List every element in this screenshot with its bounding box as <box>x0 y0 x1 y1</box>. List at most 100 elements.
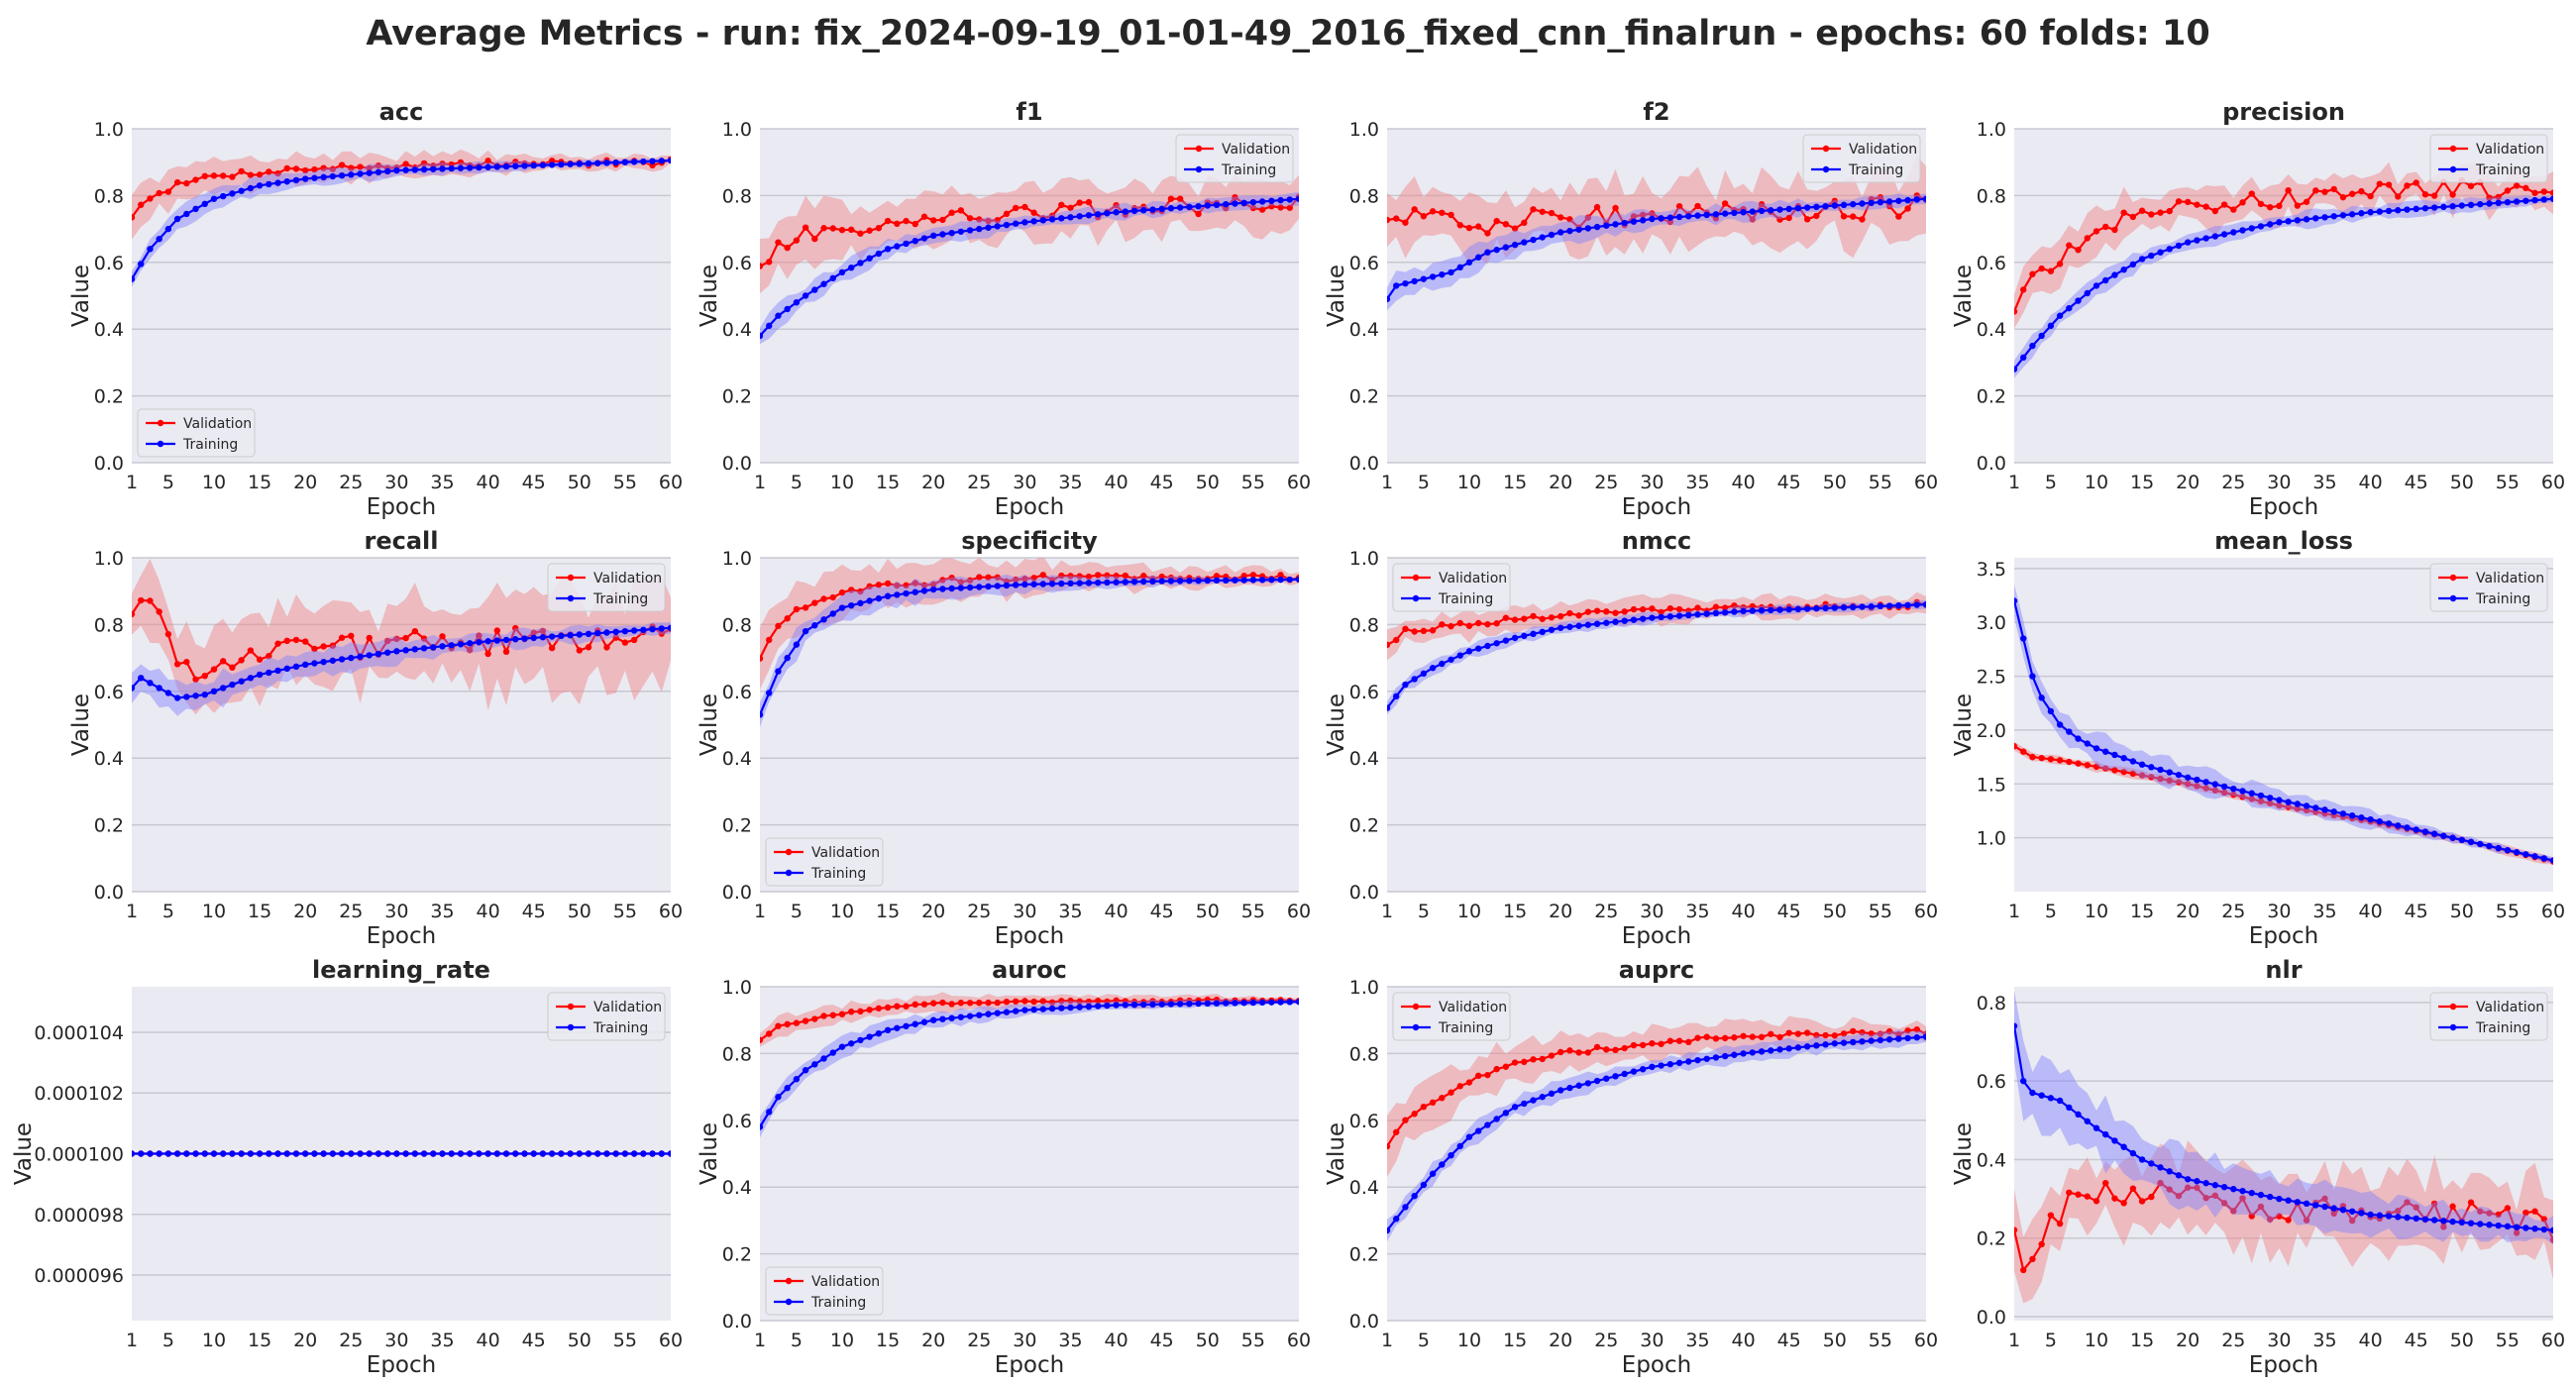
validation-point <box>320 643 327 650</box>
validation-point <box>192 176 199 183</box>
training-point <box>929 232 937 240</box>
plot-area <box>132 129 671 463</box>
training-point <box>1186 203 1193 211</box>
x-tick-label: 30 <box>2267 1330 2291 1351</box>
training-point <box>1475 254 1482 261</box>
training-point <box>2111 1137 2118 1144</box>
training-point <box>1140 578 1147 586</box>
training-point <box>430 1150 437 1157</box>
x-tick-label: 60 <box>659 472 683 493</box>
training-point <box>567 631 574 639</box>
validation-point <box>875 582 883 588</box>
legend-swatch-marker <box>2449 594 2457 602</box>
training-point <box>976 225 983 233</box>
training-point <box>1675 1059 1683 1067</box>
y-tick-label: 0.2 <box>1349 386 1379 408</box>
x-tick-label: 20 <box>1549 472 1572 493</box>
training-point <box>2358 210 2365 217</box>
validation-point <box>2248 1213 2255 1220</box>
validation-point <box>173 661 181 668</box>
x-tick-label: 1 <box>754 1330 766 1351</box>
validation-point <box>220 658 227 665</box>
x-tick-label: 35 <box>1685 1330 1709 1351</box>
x-tick-label: 55 <box>1241 901 1265 922</box>
training-point <box>2184 1176 2192 1183</box>
training-point <box>2202 779 2209 786</box>
training-point <box>866 597 873 604</box>
validation-point <box>1030 998 1037 1006</box>
training-point <box>1675 612 1683 619</box>
validation-point <box>1511 225 1519 232</box>
validation-point <box>2486 1210 2493 1217</box>
validation-point <box>1612 609 1619 616</box>
validation-point <box>903 1003 910 1010</box>
validation-point <box>1012 204 1020 212</box>
legend-swatch-marker <box>2449 145 2457 153</box>
training-point <box>2385 207 2393 215</box>
training-point <box>1067 1004 1074 1012</box>
training-point <box>156 685 162 692</box>
legend-swatch-marker <box>2449 1003 2457 1011</box>
training-point <box>1885 602 1893 609</box>
training-point <box>1539 1094 1546 1101</box>
y-tick-label: 1.0 <box>722 548 752 570</box>
training-point <box>1749 1049 1757 1056</box>
training-point <box>2495 199 2502 207</box>
validation-point <box>1465 622 1473 629</box>
training-point <box>994 223 1001 230</box>
validation-point <box>1895 1030 1902 1038</box>
x-tick-label: 1 <box>1381 1330 1393 1351</box>
validation-point <box>147 195 154 202</box>
validation-point <box>875 224 883 232</box>
training-point <box>448 642 455 649</box>
training-point <box>348 654 355 662</box>
training-point <box>2522 851 2529 858</box>
training-point <box>1295 998 1299 1006</box>
legend-swatch-marker <box>1412 574 1420 582</box>
validation-point <box>948 574 955 582</box>
training-point <box>2211 1182 2219 1189</box>
x-tick-label: 25 <box>2221 472 2245 493</box>
training-point <box>1584 225 1592 232</box>
training-point <box>1204 202 1211 209</box>
validation-point <box>1803 216 1811 223</box>
training-point <box>1776 206 1783 213</box>
validation-point <box>793 1019 801 1026</box>
training-point <box>1448 656 1454 663</box>
training-point <box>2421 828 2429 835</box>
y-axis-label: Value <box>11 1122 37 1185</box>
x-axis-label: Epoch <box>2249 494 2318 520</box>
validation-point <box>802 604 809 611</box>
training-point <box>1067 580 1074 587</box>
training-point <box>2202 235 2209 242</box>
y-tick-label: 2.5 <box>1977 667 2006 689</box>
training-point <box>2129 758 2137 765</box>
training-point <box>2211 781 2219 788</box>
validation-point <box>1277 204 1284 211</box>
x-tick-label: 35 <box>2312 1330 2336 1351</box>
training-point <box>2367 209 2374 216</box>
validation-point <box>2430 192 2438 199</box>
legend-label: Training <box>182 437 238 453</box>
training-point <box>1475 645 1482 652</box>
validation-point <box>1076 199 1083 206</box>
training-point <box>802 627 809 635</box>
validation-point <box>820 225 827 232</box>
training-point <box>147 680 154 687</box>
training-point <box>2330 808 2337 815</box>
x-tick-label: 30 <box>1640 1330 1664 1351</box>
x-tick-label: 20 <box>2176 472 2200 493</box>
validation-point <box>966 1000 974 1007</box>
training-point <box>2194 1178 2200 1185</box>
training-point <box>320 173 327 181</box>
legend-label: Training <box>810 1295 866 1311</box>
training-point <box>966 227 974 234</box>
validation-point <box>173 178 181 186</box>
training-point <box>402 1150 409 1157</box>
validation-point <box>2202 203 2209 210</box>
validation-point <box>1603 608 1610 615</box>
training-point <box>1895 1035 1902 1042</box>
validation-point <box>1758 1033 1766 1040</box>
validation-point <box>283 164 290 172</box>
